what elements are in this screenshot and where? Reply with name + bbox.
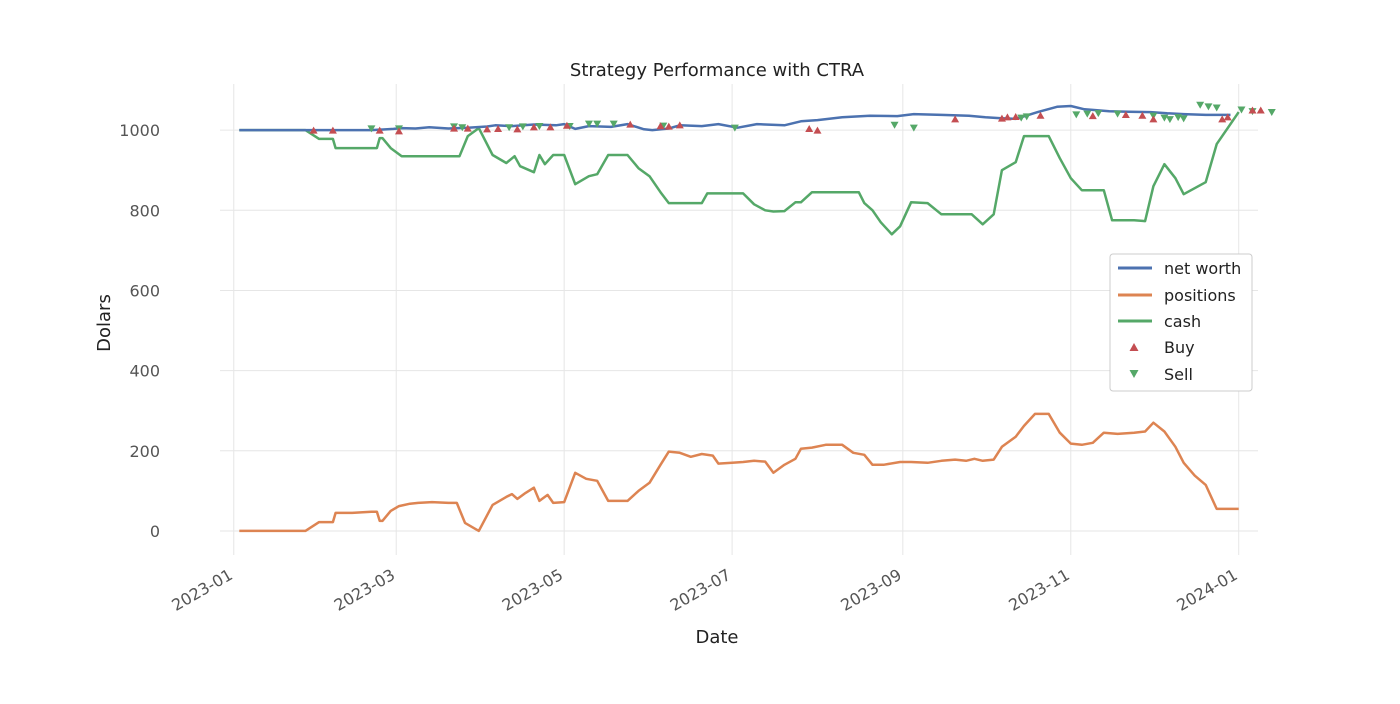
buy-marker	[513, 125, 522, 133]
y-axis-label: Dolars	[94, 294, 115, 352]
chart-title: Strategy Performance with CTRA	[570, 60, 865, 81]
x-tick-label: 2023-01	[168, 565, 235, 615]
buy-marker	[562, 121, 571, 129]
tick-labels: 0 200 400 600 800 1000 2023-01 2023-03 2023-05 20…	[119, 121, 1240, 615]
sell-marker	[367, 125, 376, 133]
buy-marker	[675, 121, 684, 129]
legend-swatch-buy	[1129, 343, 1139, 351]
y-tick-label: 200	[129, 442, 160, 461]
series-line-net-worth	[239, 104, 1231, 132]
buy-marker	[805, 124, 814, 132]
sell-marker	[1113, 110, 1122, 118]
legend-label-positions: positions	[1164, 286, 1236, 305]
x-tick-label: 2023-03	[331, 565, 398, 615]
buy-marker	[1036, 111, 1045, 119]
sell-marker	[518, 123, 527, 131]
buy-marker	[483, 125, 492, 133]
buy-marker	[309, 126, 318, 134]
sell-marker	[1174, 114, 1183, 122]
series-line-positions	[239, 412, 1239, 533]
buy-marker	[450, 124, 459, 132]
buy-marker	[1248, 106, 1257, 114]
buy-marker	[1121, 110, 1130, 118]
buy-marker	[1088, 112, 1097, 120]
buy-marker	[813, 126, 822, 134]
sell-marker	[1237, 106, 1246, 114]
buy-marker	[656, 122, 665, 130]
sell-marker	[1094, 110, 1103, 118]
legend-label-sell: Sell	[1164, 365, 1193, 384]
sell-marker	[1022, 113, 1031, 121]
buy-marker	[494, 124, 503, 132]
legend-label-cash: cash	[1164, 312, 1201, 331]
series-lines	[239, 104, 1240, 533]
sell-marker	[1204, 103, 1213, 111]
sell-marker	[890, 121, 899, 129]
y-tick-label: 800	[129, 201, 160, 220]
series-line-cash	[239, 111, 1240, 236]
legend: net worth positions cash Buy Sell	[1109, 253, 1253, 392]
sell-marker	[593, 120, 602, 128]
sell-marker	[535, 122, 544, 130]
buy-marker	[1003, 113, 1012, 121]
y-tick-label: 600	[129, 281, 160, 300]
buy-marker	[1011, 112, 1020, 120]
buy-marker	[546, 123, 555, 131]
x-tick-label: 2023-07	[667, 565, 734, 615]
sell-marker	[1212, 104, 1221, 112]
sell-marker	[909, 124, 918, 132]
buy-marker	[328, 126, 337, 134]
sell-marker	[1017, 114, 1026, 122]
buy-marker	[375, 126, 384, 134]
y-tick-label: 0	[150, 522, 160, 541]
sell-marker	[1165, 116, 1174, 124]
legend-swatch-sell	[1129, 370, 1139, 378]
buy-marker	[951, 115, 960, 123]
sell-marker	[1196, 101, 1205, 109]
sell-marker	[1179, 115, 1188, 123]
buy-marker	[626, 120, 635, 128]
y-tick-label: 1000	[119, 121, 160, 140]
sell-marker	[609, 120, 618, 128]
x-tick-label: 2023-09	[837, 565, 904, 615]
buy-marker	[394, 127, 403, 135]
legend-frame	[1109, 253, 1253, 392]
trade-markers	[309, 101, 1276, 135]
buy-marker	[529, 123, 538, 131]
sell-marker	[584, 120, 593, 128]
legend-label-net-worth: net worth	[1164, 259, 1241, 278]
sell-marker	[730, 124, 739, 132]
sell-marker	[1267, 108, 1276, 116]
y-tick-label: 400	[129, 362, 160, 381]
buy-marker	[1223, 113, 1232, 121]
x-tick-label: 2023-05	[499, 565, 566, 615]
buy-marker	[1256, 106, 1265, 114]
buy-marker	[463, 124, 472, 132]
x-axis-label: Date	[695, 627, 738, 648]
buy-marker	[1138, 111, 1147, 119]
sell-marker	[458, 124, 467, 132]
sell-marker	[505, 124, 514, 132]
grid	[220, 84, 1258, 555]
x-tick-label: 2024-01	[1173, 565, 1240, 615]
buy-marker	[1218, 115, 1227, 123]
x-tick-label: 2023-11	[1005, 565, 1072, 615]
buy-marker	[1149, 115, 1158, 123]
legend-label-buy: Buy	[1164, 338, 1195, 357]
sell-marker	[1072, 111, 1081, 119]
buy-marker	[664, 122, 673, 130]
sell-marker	[1083, 110, 1092, 118]
